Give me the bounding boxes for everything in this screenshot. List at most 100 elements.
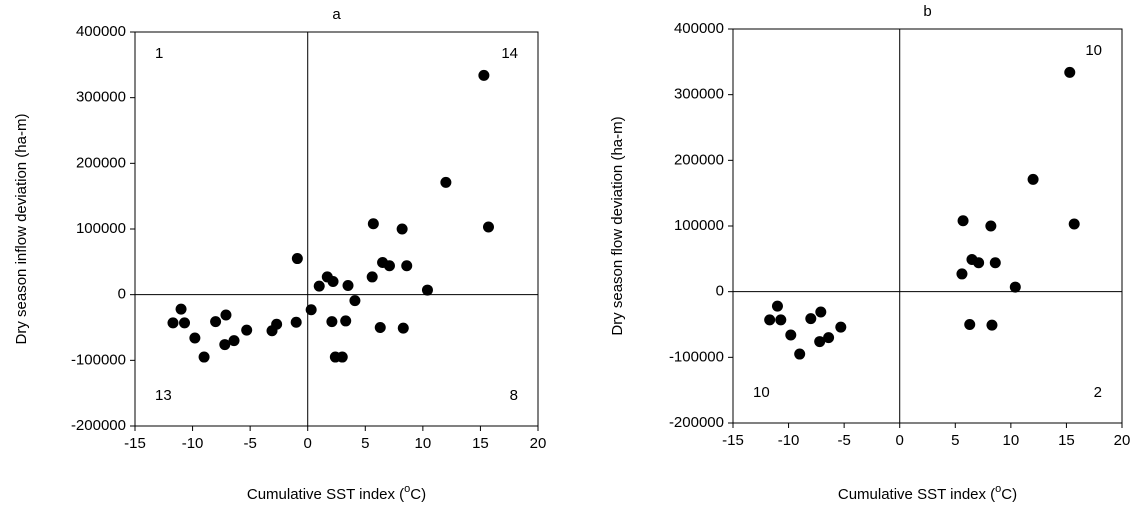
scatter-point (342, 279, 354, 291)
scatter-point (835, 321, 847, 333)
x-axis-label-part: o (995, 483, 1001, 495)
scatter-point (167, 317, 179, 329)
y-tick-label: 0 (716, 283, 724, 300)
plot-frame (134, 31, 539, 427)
chart-title: a (332, 6, 341, 23)
y-tick-label: 400000 (76, 23, 126, 40)
scatter-point (985, 220, 997, 232)
scatter-point (396, 223, 408, 235)
y-tick-label: -100000 (71, 351, 126, 368)
scatter-point (366, 271, 378, 283)
scatter-point (326, 316, 338, 328)
scatter-point (421, 284, 433, 296)
scatter-point (478, 69, 490, 81)
scatter-point (986, 319, 998, 331)
scatter-point (374, 322, 386, 333)
scatter-point (771, 300, 783, 312)
y-tick-label: -200000 (669, 414, 724, 431)
y-tick-label: 300000 (674, 86, 724, 103)
chart: -15 -10 -5 0 5 10 15 20 -200000 -100000 0 100000 200… (13, 6, 546, 503)
scatter-point (973, 257, 985, 269)
x-tick-label: 10 (415, 435, 432, 452)
scatter-point (175, 303, 187, 315)
y-tick-label: -100000 (669, 348, 724, 365)
quadrant-count: 10 (1085, 42, 1102, 59)
y-tick-label: 200000 (76, 154, 126, 171)
plot-frame (732, 28, 1123, 424)
x-tick-label: 5 (951, 432, 959, 449)
scatter-point (957, 215, 969, 227)
quadrant-count: 13 (155, 387, 172, 404)
scatter-point (764, 314, 776, 326)
scatter-point (383, 260, 395, 272)
scatter-point (775, 314, 787, 326)
scatter-point (794, 348, 806, 360)
x-tick-label: -15 (124, 435, 146, 452)
scatter-point (989, 257, 1001, 269)
x-axis-label-part: o (404, 483, 410, 495)
scatter-point (336, 351, 348, 363)
scatter-point (1009, 281, 1021, 293)
scatter-point (228, 335, 240, 347)
x-tick-label: -10 (778, 432, 800, 449)
scatter-point (198, 351, 210, 363)
scatter-point (1027, 173, 1039, 185)
scatter-point (397, 322, 409, 334)
x-tick-label: -10 (182, 435, 204, 452)
x-tick-label: 15 (1058, 432, 1075, 449)
quadrant-count: 1 (155, 45, 163, 62)
scatter-point (964, 319, 976, 330)
scatter-point (440, 176, 452, 188)
scatter-point (401, 260, 413, 272)
x-axis-label-part: C) (1001, 486, 1017, 503)
chart: -15 -10 -5 0 5 10 15 20 -200000 -100000 0 100000 200… (609, 3, 1130, 503)
y-tick-label: -200000 (71, 417, 126, 434)
x-tick-label: 20 (1114, 432, 1131, 449)
scatter-point (220, 309, 232, 321)
quadrant-count: 8 (510, 387, 518, 404)
scatter-point (291, 253, 303, 265)
x-axis-label: Cumulative SST index (oC) (838, 483, 1017, 503)
scatter-point (349, 295, 361, 307)
scatter-point (815, 306, 827, 318)
y-tick-label: 100000 (674, 217, 724, 234)
scatter-point (271, 318, 283, 330)
y-axis-label: Dry season inflow deviation (ha-m) (13, 114, 30, 345)
x-tick-label: 15 (472, 435, 489, 452)
y-axis-label: Dry season flow deviation (ha-m) (609, 116, 626, 335)
y-tick-label: 200000 (674, 151, 724, 168)
chart-title: b (923, 3, 931, 20)
scatter-point (814, 336, 826, 348)
x-axis-label-part: C) (410, 486, 426, 503)
x-tick-label: -15 (722, 432, 744, 449)
scatter-point (956, 268, 968, 280)
scatter-point (210, 316, 222, 328)
scatter-point (305, 304, 317, 316)
quadrant-count: 10 (753, 384, 770, 401)
y-tick-label: 0 (118, 286, 126, 303)
scatter-point (805, 313, 817, 325)
x-tick-label: 10 (1003, 432, 1020, 449)
scatter-point (313, 280, 325, 292)
scatter-point (785, 329, 797, 341)
scatter-point (1064, 66, 1076, 78)
y-tick-label: 400000 (674, 20, 724, 37)
x-axis-label-part: Cumulative SST index ( (247, 486, 404, 503)
x-tick-label: 20 (530, 435, 547, 452)
quadrant-count: 2 (1094, 384, 1102, 401)
scatter-point (327, 276, 339, 288)
y-tick-label: 100000 (76, 220, 126, 237)
scatter-point (482, 221, 494, 233)
scatter-point (340, 315, 352, 327)
x-axis-label: Cumulative SST index (oC) (247, 483, 426, 503)
x-tick-label: 0 (896, 432, 904, 449)
scatter-point (367, 218, 379, 230)
x-tick-label: -5 (837, 432, 850, 449)
y-tick-label: 300000 (76, 89, 126, 106)
x-tick-label: 0 (304, 435, 312, 452)
scatter-point (189, 332, 201, 344)
x-tick-label: -5 (243, 435, 256, 452)
scatter-point (823, 332, 835, 344)
scatter-point (179, 317, 191, 329)
